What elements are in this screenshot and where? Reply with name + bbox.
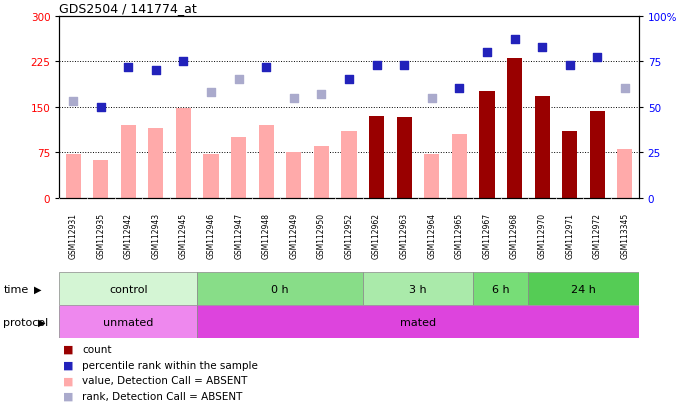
- Text: time: time: [3, 284, 29, 294]
- Point: [150, 68, 161, 74]
- Point: [426, 95, 438, 102]
- Bar: [341, 132, 357, 198]
- Bar: [452, 135, 467, 198]
- Bar: [198, 273, 363, 306]
- Bar: [204, 154, 218, 198]
- Text: GSM112949: GSM112949: [290, 212, 298, 259]
- Text: GSM113345: GSM113345: [621, 212, 630, 259]
- Text: GDS2504 / 141774_at: GDS2504 / 141774_at: [59, 2, 197, 15]
- Text: protocol: protocol: [3, 317, 49, 327]
- Bar: [535, 97, 550, 198]
- Bar: [314, 147, 329, 198]
- Text: count: count: [82, 344, 112, 354]
- Text: 6 h: 6 h: [492, 284, 510, 294]
- Text: 3 h: 3 h: [409, 284, 426, 294]
- Point: [95, 104, 106, 111]
- Text: ▶: ▶: [38, 317, 46, 327]
- Point: [205, 90, 216, 96]
- Text: GSM112947: GSM112947: [234, 212, 243, 259]
- Point: [233, 77, 244, 83]
- Text: GSM112946: GSM112946: [207, 212, 216, 259]
- Bar: [148, 128, 163, 198]
- Bar: [617, 150, 632, 198]
- Point: [315, 91, 327, 98]
- Text: value, Detection Call = ABSENT: value, Detection Call = ABSENT: [82, 375, 248, 385]
- Bar: [424, 154, 439, 198]
- Bar: [66, 154, 81, 198]
- Text: GSM112970: GSM112970: [537, 212, 547, 259]
- Point: [68, 99, 79, 105]
- Point: [509, 37, 520, 43]
- Text: ■: ■: [63, 344, 73, 354]
- Bar: [562, 132, 577, 198]
- Text: GSM112931: GSM112931: [68, 212, 77, 259]
- Point: [619, 86, 630, 93]
- Text: GSM112964: GSM112964: [427, 212, 436, 259]
- Text: GSM112963: GSM112963: [400, 212, 408, 259]
- Point: [371, 62, 383, 69]
- Bar: [507, 59, 522, 198]
- Point: [592, 55, 603, 62]
- Point: [564, 62, 575, 69]
- Text: GSM112950: GSM112950: [317, 212, 326, 259]
- Text: GSM112962: GSM112962: [372, 212, 381, 259]
- Text: GSM112972: GSM112972: [593, 212, 602, 259]
- Text: ■: ■: [63, 391, 73, 401]
- Text: GSM112967: GSM112967: [482, 212, 491, 259]
- Point: [454, 86, 465, 93]
- Bar: [363, 273, 473, 306]
- Text: GSM112971: GSM112971: [565, 212, 574, 259]
- Text: 24 h: 24 h: [571, 284, 596, 294]
- Point: [537, 44, 548, 51]
- Bar: [259, 126, 274, 198]
- Text: control: control: [109, 284, 147, 294]
- Point: [178, 59, 189, 65]
- Text: mated: mated: [400, 317, 436, 327]
- Bar: [286, 153, 302, 198]
- Bar: [396, 118, 412, 198]
- Text: percentile rank within the sample: percentile rank within the sample: [82, 360, 258, 370]
- Text: 0 h: 0 h: [272, 284, 289, 294]
- Point: [288, 95, 299, 102]
- Text: ▶: ▶: [34, 284, 41, 294]
- Text: GSM112965: GSM112965: [455, 212, 464, 259]
- Point: [123, 64, 134, 71]
- Text: unmated: unmated: [103, 317, 154, 327]
- Bar: [198, 306, 639, 339]
- Text: GSM112943: GSM112943: [151, 212, 161, 259]
- Text: GSM112968: GSM112968: [510, 212, 519, 259]
- Bar: [528, 273, 639, 306]
- Point: [482, 50, 493, 56]
- Bar: [59, 306, 198, 339]
- Text: ■: ■: [63, 375, 73, 385]
- Point: [260, 64, 272, 71]
- Bar: [480, 92, 494, 198]
- Text: rank, Detection Call = ABSENT: rank, Detection Call = ABSENT: [82, 391, 243, 401]
- Text: GSM112942: GSM112942: [124, 212, 133, 259]
- Bar: [231, 138, 246, 198]
- Text: ■: ■: [63, 360, 73, 370]
- Text: GSM112948: GSM112948: [262, 212, 271, 259]
- Bar: [369, 116, 384, 198]
- Text: GSM112935: GSM112935: [96, 212, 105, 259]
- Text: GSM112945: GSM112945: [179, 212, 188, 259]
- Point: [343, 77, 355, 83]
- Text: GSM112952: GSM112952: [345, 212, 353, 259]
- Point: [399, 62, 410, 69]
- Bar: [590, 112, 605, 198]
- Bar: [59, 273, 198, 306]
- Bar: [93, 161, 108, 198]
- Bar: [121, 126, 136, 198]
- Bar: [473, 273, 528, 306]
- Bar: [176, 109, 191, 198]
